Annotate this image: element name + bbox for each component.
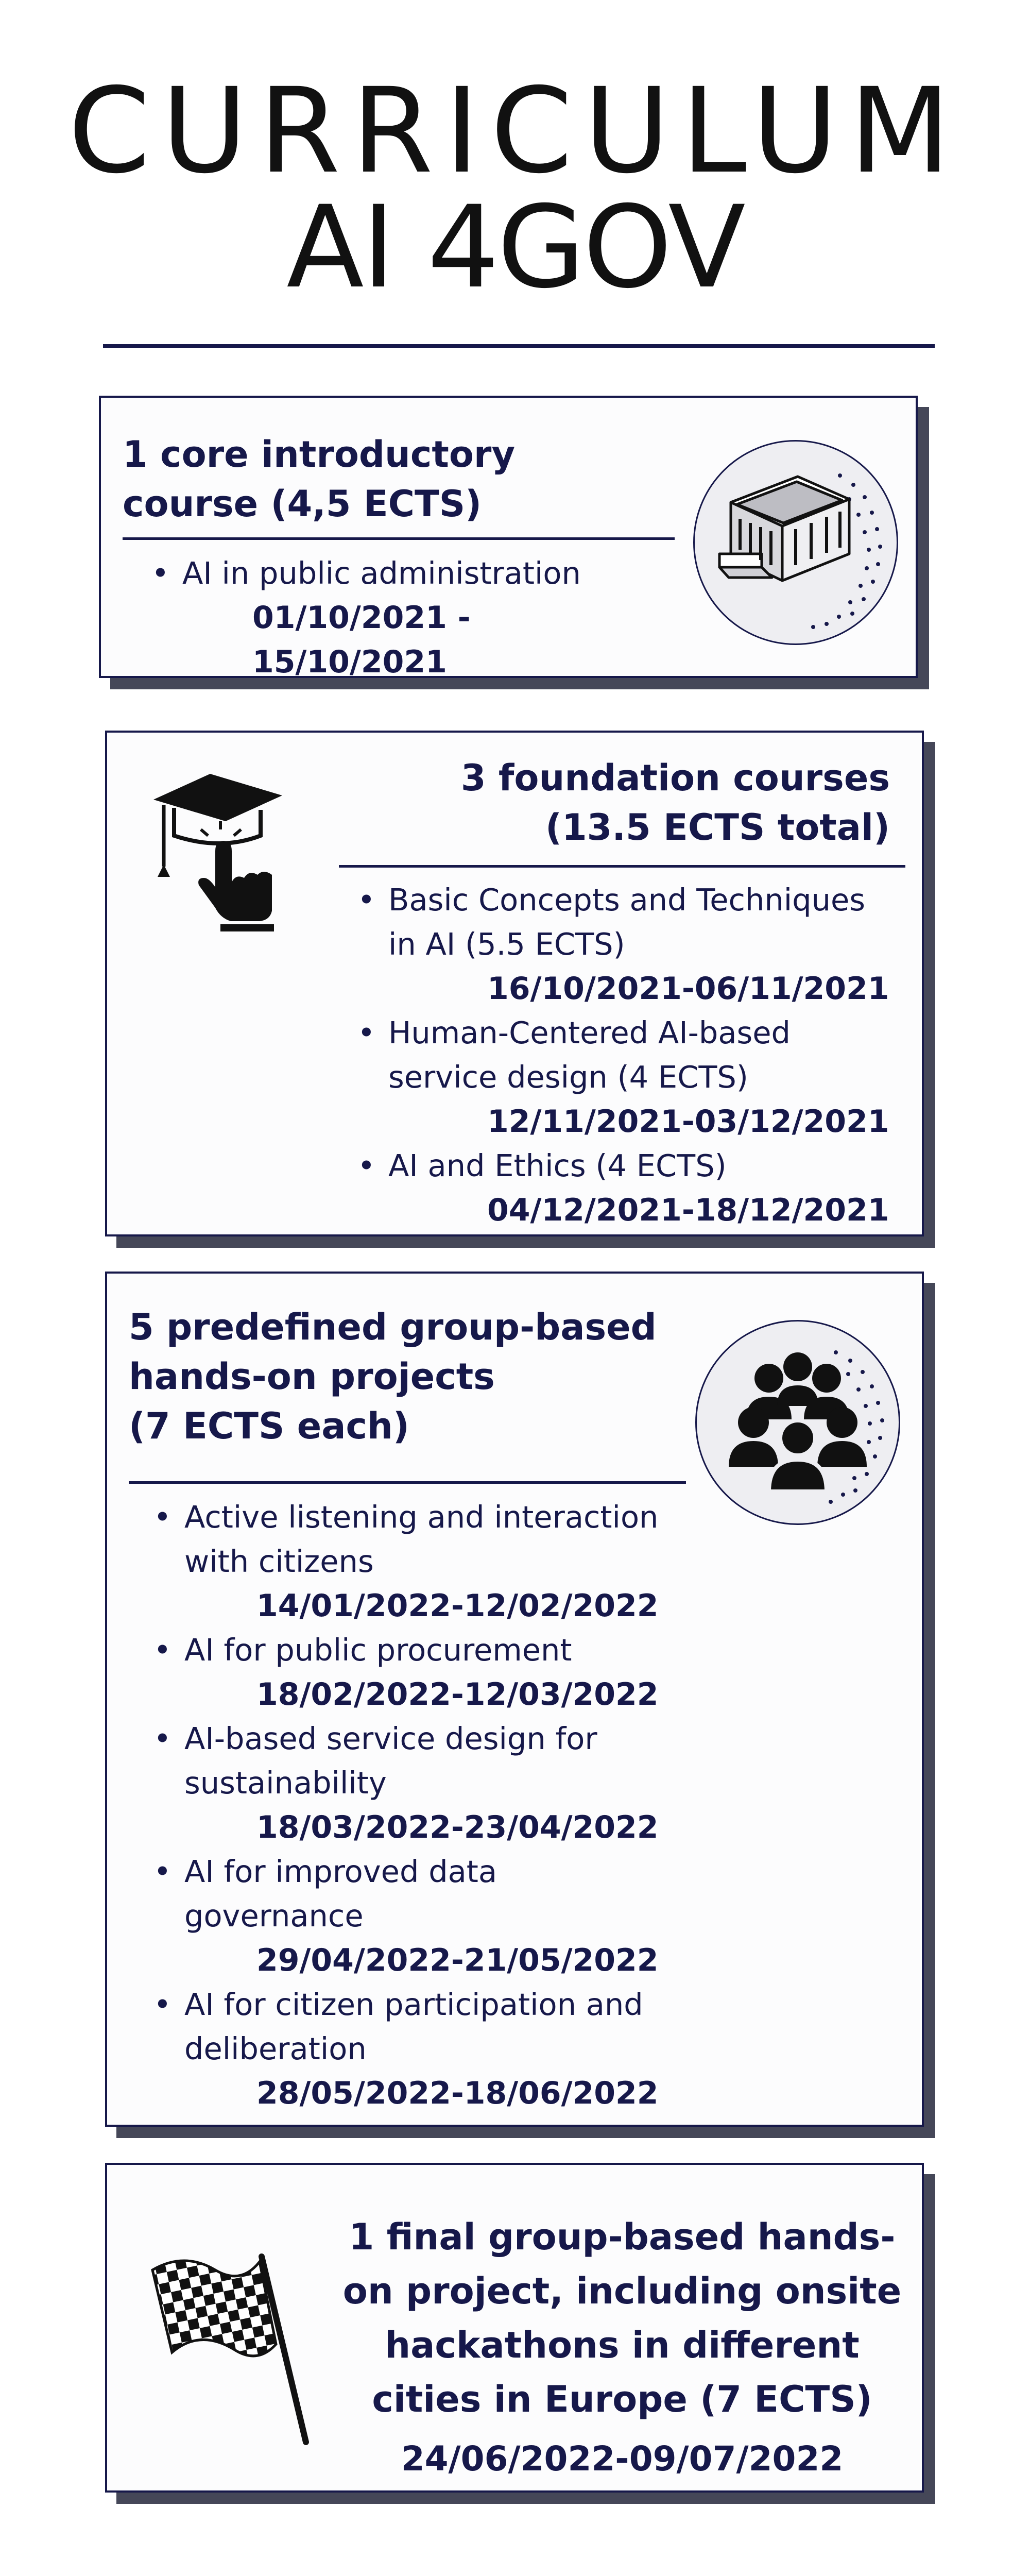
list-item: • AI for public procurement 18/02/2022-1…	[150, 1628, 686, 1717]
government-building-icon	[693, 440, 898, 645]
hands-on-projects-list: • Active listening and interaction with …	[150, 1495, 686, 2115]
core-course-divider	[123, 537, 675, 540]
group-people-icon	[695, 1320, 900, 1525]
project-title: AI for citizen participation and deliber…	[184, 1987, 643, 2066]
core-course-card: 1 core introductory course (4,5 ECTS) • …	[99, 396, 918, 680]
title-divider	[103, 344, 935, 348]
foundation-courses-heading: 3 foundation courses (13.5 ECTS total)	[460, 757, 890, 849]
course-title: AI in public administration	[182, 555, 581, 591]
course-title: Basic Concepts and Techniques in AI (5.5…	[388, 882, 866, 962]
list-item: • AI for citizen participation and delib…	[150, 1982, 686, 2115]
course-dates: 01/10/2021 - 15/10/2021	[252, 600, 471, 680]
course-dates: 04/12/2021-18/12/2021	[487, 1192, 889, 1228]
list-item: • AI for improved data governance 29/04/…	[150, 1850, 686, 1982]
final-project-heading: 1 final group-based hands- on project, i…	[342, 2216, 902, 2420]
hands-on-projects-heading: 5 predefined group-based hands-on projec…	[129, 1306, 657, 1447]
core-course-list: • AI in public administration 01/10/2021…	[148, 551, 663, 684]
course-dates: 16/10/2021-06/11/2021	[487, 971, 889, 1007]
list-item: • Human-Centered AI-based service design…	[354, 1011, 900, 1144]
checkered-flag-icon	[138, 2236, 323, 2452]
final-project-card: 1 final group-based hands- on project, i…	[105, 2163, 924, 2493]
course-title: Human-Centered AI-based service design (…	[388, 1015, 791, 1095]
project-dates: 18/03/2022-23/04/2022	[256, 1809, 659, 1845]
list-item: • AI in public administration 01/10/2021…	[148, 551, 663, 684]
project-dates: 14/01/2022-12/02/2022	[256, 1588, 659, 1624]
list-item: • AI-based service design for sustainabi…	[150, 1717, 686, 1850]
project-dates: 28/05/2022-18/06/2022	[256, 2075, 659, 2111]
list-item: • Basic Concepts and Techniques in AI (5…	[354, 878, 900, 1011]
course-dates: 12/11/2021-03/12/2021	[487, 1104, 889, 1140]
foundation-courses-card: 3 foundation courses (13.5 ECTS total) •…	[105, 731, 924, 1236]
project-title: AI for improved data governance	[184, 1854, 497, 1934]
project-title: AI-based service design for sustainabili…	[184, 1721, 597, 1801]
foundation-courses-list: • Basic Concepts and Techniques in AI (5…	[354, 878, 900, 1232]
project-dates: 18/02/2022-12/03/2022	[256, 1676, 659, 1713]
list-item: • AI and Ethics (4 ECTS) 04/12/2021-18/1…	[354, 1144, 900, 1232]
project-title: Active listening and interaction with ci…	[184, 1499, 659, 1579]
page-title-line1: CURRICULUM	[68, 62, 962, 199]
page-title-line2: AI 4GOV	[286, 181, 746, 313]
hands-on-projects-divider	[129, 1481, 686, 1484]
foundation-courses-divider	[339, 865, 905, 868]
project-dates: 29/04/2022-21/05/2022	[256, 1942, 659, 1978]
project-title: AI for public procurement	[184, 1632, 572, 1668]
graduation-cap-pointer-icon	[143, 764, 298, 934]
final-project-dates: 24/06/2022-09/07/2022	[401, 2439, 844, 2479]
course-title: AI and Ethics (4 ECTS)	[388, 1148, 727, 1183]
hands-on-projects-card: 5 predefined group-based hands-on projec…	[105, 1272, 924, 2127]
core-course-heading: 1 core introductory course (4,5 ECTS)	[123, 433, 516, 525]
list-item: • Active listening and interaction with …	[150, 1495, 686, 1628]
